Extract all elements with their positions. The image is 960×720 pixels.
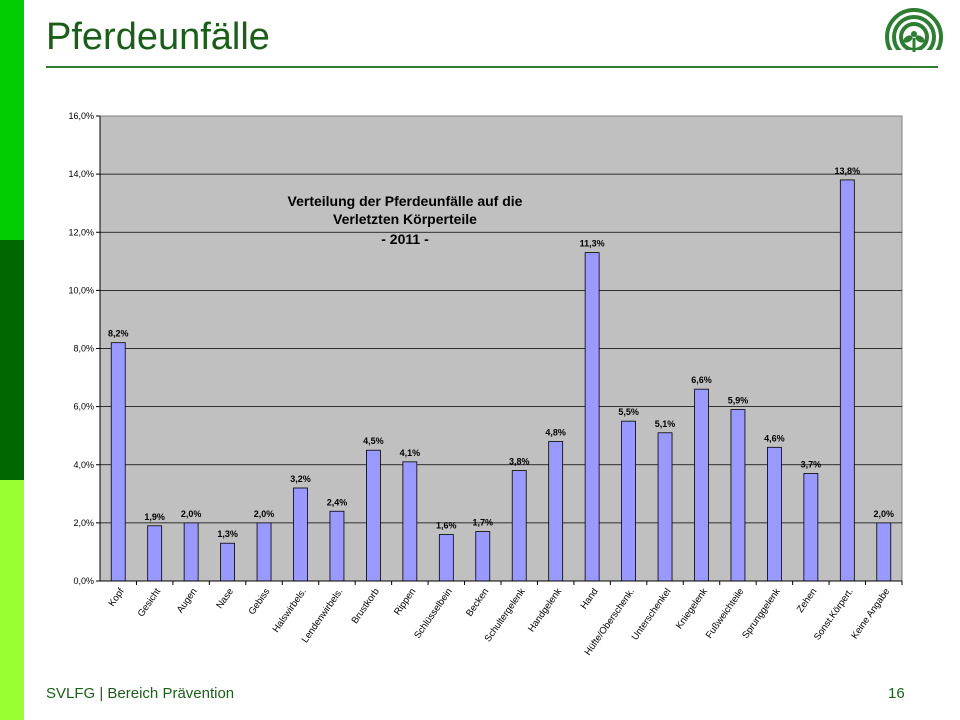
bar (694, 388, 709, 582)
bar (220, 542, 235, 582)
data-label: 3,2% (290, 474, 311, 484)
sidebar-stripe-bottom (0, 480, 24, 720)
bar (147, 525, 163, 582)
x-tick-label: Kopf (106, 586, 126, 609)
x-tick-label: Unterschenkel (630, 586, 674, 642)
x-tick-label: Sprunggelenk (740, 586, 783, 641)
bar (839, 179, 855, 582)
bar (256, 522, 272, 582)
y-tick-label: 16,0% (68, 111, 94, 121)
data-label: 4,5% (363, 436, 384, 446)
bar (511, 470, 527, 582)
x-tick-label: Halswirbels. (271, 586, 309, 634)
x-tick-label: Gebiss (247, 586, 273, 617)
bar (110, 342, 126, 582)
y-tick-label: 12,0% (68, 227, 94, 237)
chart-title-line-2: Verletzten Körperteile (333, 211, 477, 227)
x-tick-label: Zehen (795, 586, 819, 614)
chart-title-line-3: - 2011 - (381, 231, 429, 247)
data-label: 3,7% (801, 459, 822, 469)
data-label: 5,9% (728, 396, 749, 406)
x-tick-label: Becken (464, 586, 491, 618)
y-tick-label: 4,0% (73, 460, 94, 470)
bar (183, 522, 199, 582)
sidebar-stripe-middle (0, 240, 24, 480)
data-label: 4,8% (545, 428, 566, 438)
data-label: 2,0% (181, 509, 202, 519)
bar (876, 522, 892, 582)
data-label: 3,8% (509, 457, 530, 467)
y-tick-label: 8,0% (73, 344, 94, 354)
bar (329, 510, 345, 582)
y-tick-label: 10,0% (68, 285, 94, 295)
x-tick-label: Nase (214, 586, 236, 610)
y-tick-label: 14,0% (68, 169, 94, 179)
data-label: 4,1% (400, 448, 421, 458)
page-number: 16 (888, 685, 905, 702)
x-tick-label: Augen (175, 586, 200, 615)
data-label: 4,6% (764, 433, 785, 443)
bar (293, 487, 308, 582)
data-label: 1,7% (473, 518, 494, 528)
x-tick-label: Brustkorb (350, 586, 382, 626)
x-tick-label: Fußweichteile (704, 586, 747, 640)
bar (657, 432, 673, 582)
data-label: 5,5% (618, 407, 639, 417)
bar (438, 534, 454, 582)
data-label: 2,0% (254, 509, 275, 519)
y-tick-label: 0,0% (73, 576, 94, 586)
data-label: 11,3% (580, 239, 605, 249)
bar (767, 446, 782, 582)
x-tick-label: Gesicht (136, 586, 164, 619)
bar (584, 252, 600, 582)
data-label: 13,8% (835, 166, 861, 176)
data-label: 1,9% (144, 512, 165, 522)
y-tick-label: 2,0% (73, 518, 94, 528)
footer-organization: SVLFG | Bereich Prävention (46, 685, 235, 702)
data-label: 6,6% (691, 375, 712, 385)
data-label: 1,6% (436, 521, 457, 531)
bar (548, 441, 564, 582)
data-label: 1,3% (217, 529, 238, 539)
data-label: 8,2% (108, 329, 129, 339)
data-label: 5,1% (655, 419, 676, 429)
data-label: 2,0% (874, 509, 895, 519)
data-label: 2,4% (327, 497, 348, 507)
chart-title-line-1: Verteilung der Pferdeunfälle auf die (288, 193, 523, 209)
x-tick-label: Handgelenk (526, 586, 564, 634)
x-tick-label: Hand (579, 586, 601, 611)
y-tick-label: 6,0% (73, 402, 94, 412)
slide-title: Pferdeunfälle (46, 16, 270, 58)
x-tick-label: Schlüsselbein (412, 586, 455, 640)
bar (366, 449, 381, 582)
bar (475, 531, 491, 582)
title-divider (46, 66, 938, 68)
bar (730, 409, 746, 582)
x-tick-label: Rippen (392, 586, 418, 617)
svlfg-logo-icon (885, 8, 943, 66)
x-tick-label: Keine Angabe (849, 586, 892, 641)
sidebar-stripe-top (0, 0, 24, 240)
x-tick-label: Kniegelenk (674, 586, 710, 631)
bar (402, 461, 418, 582)
bar (803, 473, 819, 582)
bar (621, 420, 636, 582)
